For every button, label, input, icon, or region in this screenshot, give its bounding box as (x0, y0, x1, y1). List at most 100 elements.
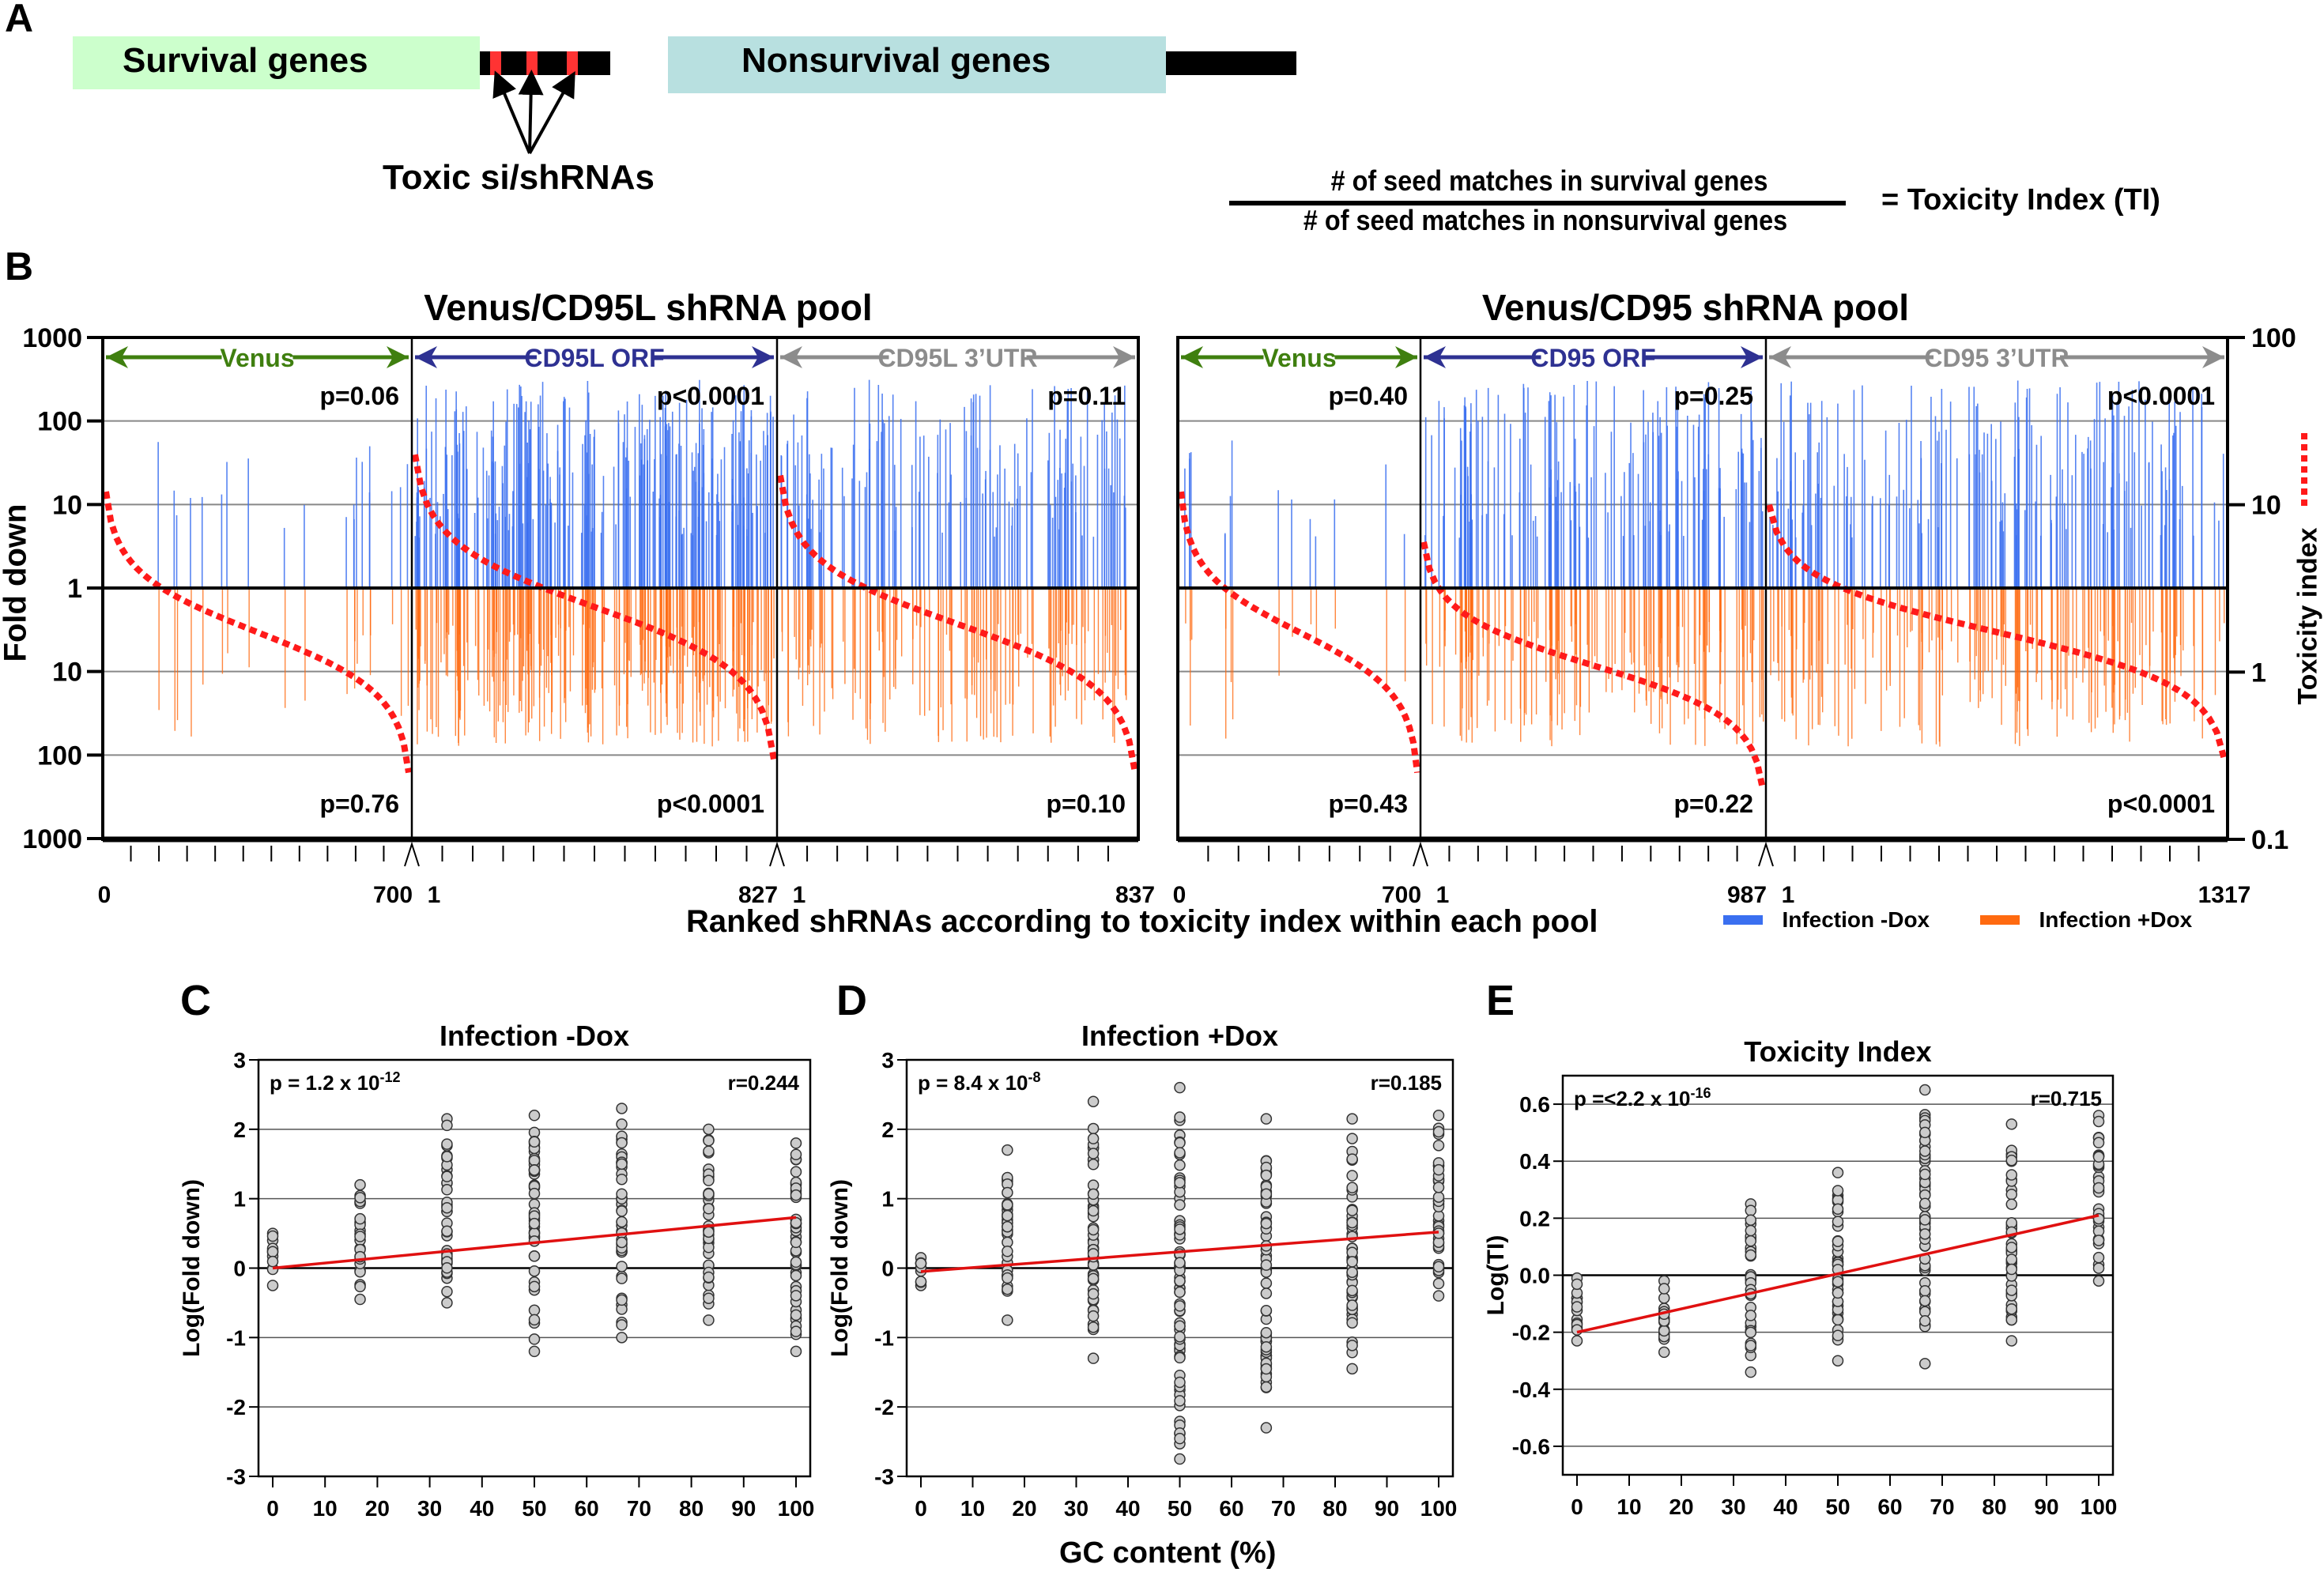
data-point (1346, 1153, 1358, 1165)
data-point (1432, 1163, 1445, 1176)
segment-title: CD95 ORF (1530, 344, 1655, 372)
x-start-label: 0 (1173, 882, 1187, 908)
data-point (703, 1145, 715, 1157)
toxic-shrnas-label: Toxic si/shRNAs (383, 158, 655, 197)
data-point (528, 1333, 541, 1345)
data-point (616, 1137, 628, 1149)
x-tick-label: 30 (1064, 1496, 1088, 1521)
p-value-exponent: -12 (379, 1069, 400, 1085)
data-point (1174, 1159, 1186, 1171)
panel-a-label: A (5, 0, 34, 40)
x-tick-label: 80 (679, 1496, 704, 1521)
data-point (528, 1187, 541, 1200)
data-point (2005, 1169, 2018, 1181)
data-point (790, 1256, 802, 1269)
data-point (1346, 1340, 1358, 1351)
x-tick-label: 80 (1982, 1495, 2006, 1519)
data-point (1087, 1188, 1100, 1201)
toxicity-index-curve (1178, 491, 1420, 774)
data-point (1002, 1246, 1013, 1257)
x-end-label: 987 (1727, 882, 1767, 908)
data-point (1918, 1145, 1931, 1157)
left-axis-tick-label: 1000 (22, 323, 82, 353)
data-point (1745, 1214, 1757, 1226)
data-point (1174, 1147, 1186, 1159)
x-tick-label: 10 (960, 1496, 985, 1521)
nonsurvival-genes-label: Nonsurvival genes (741, 41, 1051, 80)
legend-minus-dox: Infection -Dox (1723, 907, 1930, 933)
data-point (703, 1271, 715, 1284)
data-point (1174, 1286, 1186, 1299)
data-point (1918, 1358, 1931, 1370)
data-point (1571, 1324, 1583, 1336)
data-point (1260, 1422, 1273, 1434)
data-point (2005, 1253, 2018, 1265)
panel-b-label: B (5, 244, 34, 288)
data-point (1260, 1363, 1273, 1375)
data-point (1658, 1283, 1670, 1295)
data-point (1087, 1272, 1100, 1285)
data-point (1918, 1285, 1931, 1297)
formula-denominator: # of seed matches in nonsurvival genes (1303, 204, 1788, 236)
data-point (1260, 1287, 1273, 1299)
legend-swatch-minus-dox (1723, 915, 1763, 925)
data-point (2092, 1262, 2105, 1274)
x-tick-label: 20 (365, 1496, 390, 1521)
data-point (2092, 1115, 2105, 1128)
p-value-exponent: -8 (1028, 1069, 1040, 1085)
data-point (1571, 1335, 1583, 1347)
toxicity-index-curve (1420, 541, 1766, 790)
data-point (1002, 1144, 1013, 1156)
data-point (1260, 1259, 1273, 1271)
y-tick-label: 2 (233, 1118, 246, 1142)
data-point (354, 1192, 366, 1204)
data-point (1745, 1326, 1757, 1339)
data-point (1432, 1191, 1445, 1203)
regression-line (920, 1231, 1439, 1273)
data-point (528, 1164, 541, 1176)
data-point (1745, 1235, 1757, 1247)
y-tick-label: -2 (874, 1395, 894, 1419)
data-point (1571, 1301, 1583, 1313)
data-point (1002, 1272, 1013, 1284)
data-point (2005, 1302, 2018, 1315)
data-point (1346, 1182, 1358, 1193)
y-tick-label: -3 (874, 1465, 894, 1489)
x-tick-label: 70 (1930, 1495, 1954, 1519)
data-point (354, 1293, 366, 1306)
p-value-top: p<0.0001 (2107, 382, 2215, 410)
x-start-label: 1 (428, 882, 441, 908)
left-axis-tick-label: 1000 (22, 824, 82, 854)
data-point (1087, 1095, 1100, 1107)
toxicity-index-curve (777, 474, 1138, 774)
data-point (1174, 1081, 1186, 1094)
y-tick-label: 0.0 (1519, 1264, 1550, 1288)
x-start-label: 1 (1436, 882, 1450, 908)
data-point (616, 1103, 628, 1114)
x-tick-label: 0 (1571, 1495, 1583, 1519)
y-tick-label: 0 (233, 1257, 246, 1281)
scatter-frame (1561, 1074, 2115, 1476)
data-point (1087, 1148, 1100, 1159)
toxicity-index-curve (103, 491, 412, 774)
y-tick-label: -2 (226, 1395, 246, 1419)
data-point (790, 1236, 802, 1249)
p-value-bottom: p=0.10 (1046, 790, 1126, 818)
data-point (703, 1226, 715, 1238)
scatter-title: Infection +Dox (1081, 1020, 1278, 1052)
data-point (1658, 1325, 1670, 1337)
data-point (2005, 1188, 2018, 1201)
data-point (616, 1332, 628, 1344)
data-point (528, 1314, 541, 1326)
y-tick-label: 1 (881, 1187, 894, 1212)
x-tick-label: 70 (1271, 1496, 1296, 1521)
data-point (790, 1269, 802, 1282)
y-tick-label: 0 (881, 1257, 894, 1281)
data-point (266, 1280, 279, 1291)
data-point (1745, 1249, 1757, 1261)
data-point (1432, 1277, 1445, 1290)
data-point (1346, 1284, 1358, 1297)
data-point (2005, 1263, 2018, 1276)
data-point (1346, 1299, 1358, 1311)
toxicity-index-curve (412, 454, 777, 760)
